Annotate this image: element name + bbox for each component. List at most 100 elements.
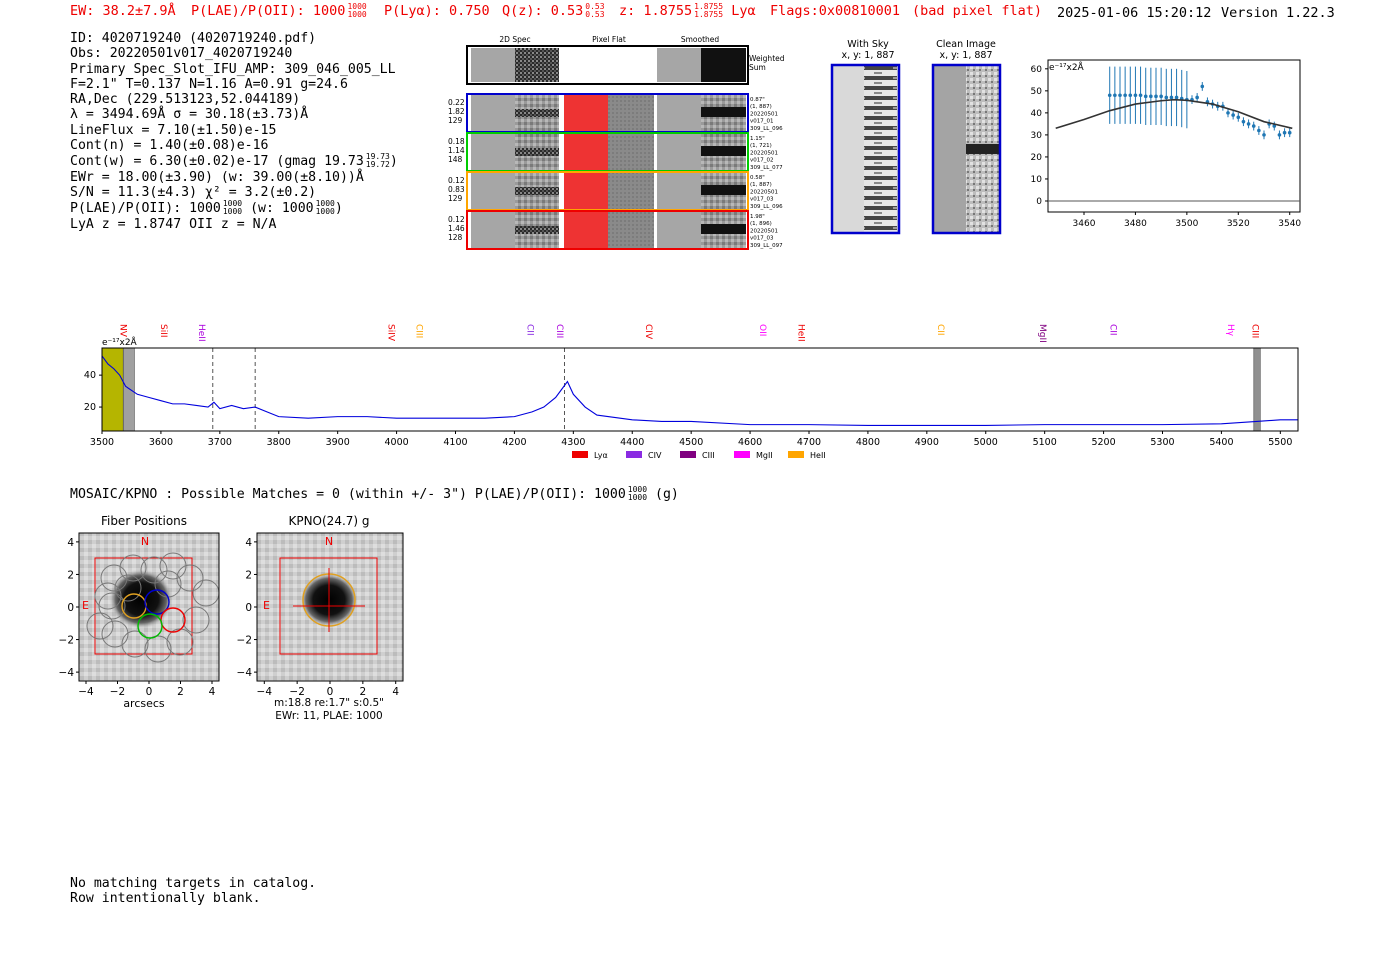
- cutout-row-right-label: (1, 721): [750, 143, 772, 149]
- header-plae-label: P(LAE)/P(OII): 1000: [191, 3, 346, 19]
- info-lambda: λ = 3494.69Å σ = 30.18(±3.73)Å: [70, 107, 309, 123]
- fit-point: [1143, 94, 1148, 99]
- fit-ytick-label: 20: [1031, 153, 1043, 163]
- fit-point: [1251, 124, 1256, 128]
- header-z: z: 1.8755 1.8755 1.8755 Lyα: [619, 3, 756, 20]
- spec-line-label: OII: [757, 324, 767, 336]
- spec-legend-label: CIII: [702, 451, 715, 460]
- panel-ytick-label: −4: [237, 667, 253, 679]
- fit-point: [1107, 93, 1112, 98]
- cutout-row-right-label: 309_LL_096: [750, 126, 783, 132]
- fiber-circle: [100, 564, 128, 592]
- cutout-row-left-label: 0.18: [448, 137, 465, 146]
- panel-xtick-label: 2: [360, 686, 367, 698]
- cutout-row-right-label: (1, 896): [750, 221, 772, 227]
- panel-xtick-label: 0: [327, 686, 334, 698]
- fiber-circle: [121, 630, 149, 658]
- fit-model-curve: [1055, 98, 1293, 130]
- with-sky-title: With Sky: [847, 39, 889, 50]
- fit-ytick-label: 40: [1031, 109, 1043, 119]
- header-z-label: z: 1.8755: [619, 3, 693, 19]
- spec-xtick-label: 4000: [384, 437, 408, 448]
- spec-flux-line: [101, 355, 1298, 426]
- col-smooth-label: Smoothed: [681, 35, 720, 44]
- spec-xtick-label: 3900: [326, 437, 350, 448]
- fiber-circle: [114, 574, 142, 602]
- fit-point: [1195, 95, 1199, 100]
- info-fit: F=2.1" T=0.137 N=1.16 A=0.91 g=24.6: [70, 76, 348, 92]
- info-contw-end: ): [389, 154, 398, 170]
- kpno-east: E: [263, 599, 270, 612]
- cutout-row-left-label: 0.83: [448, 185, 465, 194]
- spec-line-label: CIII: [414, 324, 424, 338]
- kpno-ticks: −4 −2 0 2 4 4 2 0 −2 −4: [237, 537, 400, 698]
- cutout-row-right-label: 0.87": [750, 97, 765, 103]
- info-contw-hi: 19.73: [365, 152, 390, 162]
- header-plae-lo: 1000: [347, 10, 367, 19]
- spec-xtick-label: 4500: [679, 437, 703, 448]
- fit-axes-frame: [1047, 59, 1301, 213]
- cutout-row-right-label: 20220501: [750, 111, 778, 117]
- fiber-east: E: [82, 599, 89, 612]
- fit-xtick-label: 3460: [1073, 219, 1096, 229]
- fiber-circle: [101, 620, 129, 648]
- spec-line-label: CIII: [1250, 324, 1260, 338]
- weighted-label-2: Sum: [749, 63, 766, 72]
- spec-line-label: HeII: [196, 324, 206, 342]
- fit-point: [1277, 133, 1282, 137]
- spec-legend-label: HeII: [810, 451, 826, 460]
- fit-ytick-label: 10: [1031, 175, 1043, 185]
- cutout-row-left-label: 0.12: [448, 176, 465, 185]
- cutout-row-right-label: 20220501: [750, 189, 778, 195]
- info-z: LyA z = 1.8747 OII z = N/A: [70, 216, 277, 232]
- spec-line-label: CII: [1108, 324, 1118, 336]
- fiber-xlabel: arcsecs: [123, 697, 165, 710]
- fit-ytick-label: 0: [1036, 197, 1042, 207]
- fiber-circle: [86, 612, 114, 640]
- spec-axes-frame: [101, 347, 1299, 432]
- clean-xy: x, y: 1, 887: [939, 50, 992, 61]
- info-plae-w: (w: 1000: [250, 201, 314, 217]
- spec-xtick-label: 5400: [1209, 437, 1233, 448]
- spec-xtick-label: 4900: [915, 437, 939, 448]
- fit-point: [1262, 133, 1266, 137]
- fiber-ticks: −4 −2 0 2 4 4 2 0 −2 −4: [59, 537, 216, 698]
- with-sky-image: [830, 63, 901, 235]
- spec-legend-label: Lyα: [594, 451, 608, 460]
- cutout-row-right-label: 20220501: [750, 228, 778, 234]
- fit-point: [1149, 94, 1153, 99]
- fit-ytick-label: 30: [1031, 131, 1043, 141]
- with-sky-xy: x, y: 1, 887: [841, 50, 894, 61]
- kpno-title: KPNO(24.7) g: [288, 514, 369, 528]
- info-obs: Obs: 20220501v017_4020719240: [70, 46, 293, 62]
- sky-panels: With Sky x, y: 1, 887 Clean Image x, y: …: [830, 39, 1002, 235]
- fiber-title: Fiber Positions: [101, 514, 187, 528]
- header-datetime: 2025-01-06 15:20:12: [1057, 5, 1212, 21]
- fit-ytick-label: 60: [1031, 65, 1043, 75]
- weighted-sum-strip: [466, 45, 749, 85]
- catalog-band: (g): [655, 487, 679, 502]
- kpno-caption-1: m:18.8 re:1.7" s:0.5": [274, 697, 384, 709]
- fiber-circle-highlight: [144, 589, 170, 615]
- fit-point: [1200, 84, 1205, 89]
- panel-xtick-label: 2: [177, 686, 184, 698]
- catalog-label: MOSAIC/KPNO : Possible Matches = 0 (with…: [70, 487, 626, 502]
- fit-unit-label: e⁻¹⁷x2Å: [1049, 61, 1085, 73]
- panel-ytick-label: −2: [237, 635, 252, 647]
- cutout-row-left-label: 129: [448, 116, 463, 125]
- fit-ytick-label: 50: [1031, 87, 1043, 97]
- spec-ytick-label: 40: [84, 370, 96, 381]
- fit-point: [1241, 119, 1246, 124]
- kpno-north: N: [325, 535, 333, 548]
- cutout-row-right-label: v017_01: [750, 119, 774, 125]
- spec-xtick-label: 4600: [738, 437, 762, 448]
- cutout-row-right-label: 1.98": [750, 214, 765, 220]
- spec-xtick-label: 4700: [797, 437, 821, 448]
- header-qz-frac: 0.53 0.53: [585, 3, 604, 19]
- fiber-circle: [140, 556, 168, 584]
- fiber-circle: [182, 606, 210, 634]
- info-plae-w-hi: 1000: [315, 199, 335, 209]
- panel-ytick-label: 0: [245, 602, 252, 614]
- fiber-circle: [119, 554, 147, 582]
